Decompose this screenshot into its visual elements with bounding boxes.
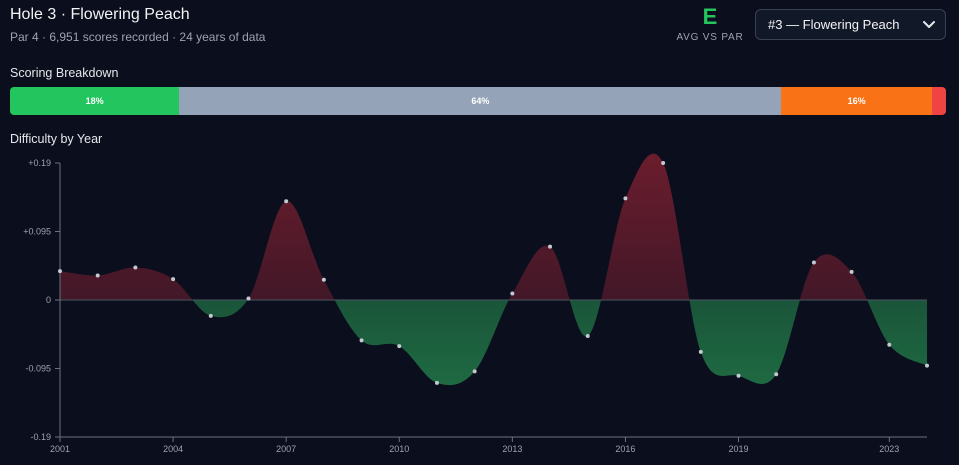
- page-subtitle: Par 4 · 6,951 scores recorded · 24 years…: [10, 30, 266, 44]
- data-point: [95, 273, 100, 278]
- data-point: [698, 349, 703, 354]
- data-point: [585, 334, 590, 339]
- difficulty-chart-title: Difficulty by Year: [10, 132, 103, 146]
- data-point: [397, 344, 402, 349]
- avg-vs-par-label: AVG VS PAR: [676, 32, 744, 43]
- hole-select[interactable]: #3 — Flowering Peach: [755, 9, 946, 40]
- data-point: [434, 380, 439, 385]
- x-tick-label: 2004: [163, 444, 183, 454]
- x-tick-label: 2013: [502, 444, 522, 454]
- data-point: [133, 265, 138, 270]
- segment-par: 64%: [179, 87, 782, 115]
- y-tick-label: +0.095: [23, 227, 51, 237]
- x-tick-label: 2001: [50, 444, 70, 454]
- x-tick-label: 2019: [729, 444, 749, 454]
- data-point: [849, 269, 854, 274]
- data-point: [887, 342, 892, 347]
- y-tick-label: -0.19: [30, 432, 51, 442]
- segment-double-plus: [931, 87, 946, 115]
- data-point: [208, 313, 213, 318]
- data-point: [359, 338, 364, 343]
- data-point: [661, 161, 666, 165]
- data-point: [925, 363, 929, 368]
- segment-under-par: 18%: [10, 87, 180, 115]
- segment-bogey: 16%: [781, 87, 932, 115]
- data-point: [321, 277, 326, 282]
- x-tick-label: 2007: [276, 444, 296, 454]
- data-point: [548, 244, 553, 249]
- data-point: [246, 296, 251, 301]
- hole-select-value: #3 — Flowering Peach: [768, 17, 900, 32]
- positive-area: [60, 153, 927, 300]
- page-title: Hole 3 · Flowering Peach: [10, 6, 190, 23]
- data-point: [284, 199, 289, 204]
- data-point: [171, 277, 176, 282]
- data-point: [811, 260, 816, 265]
- y-tick-label: 0: [46, 295, 51, 305]
- data-point: [510, 291, 515, 296]
- x-tick-label: 2023: [879, 444, 899, 454]
- avg-vs-par: E AVG VS PAR: [670, 4, 750, 43]
- x-tick-label: 2016: [615, 444, 635, 454]
- y-tick-label: -0.095: [25, 364, 51, 374]
- chevron-down-icon: [923, 17, 935, 32]
- data-point: [623, 196, 628, 201]
- data-point: [736, 373, 741, 378]
- scoring-breakdown-bar: 18% 64% 16%: [10, 87, 946, 115]
- scoring-breakdown-label: Scoring Breakdown: [10, 66, 119, 80]
- avg-vs-par-value: E: [702, 4, 718, 29]
- x-tick-label: 2010: [389, 444, 409, 454]
- data-point: [472, 369, 477, 374]
- negative-area: [60, 300, 927, 386]
- y-tick-label: +0.19: [28, 158, 51, 168]
- data-point: [774, 372, 779, 377]
- data-point: [58, 269, 62, 274]
